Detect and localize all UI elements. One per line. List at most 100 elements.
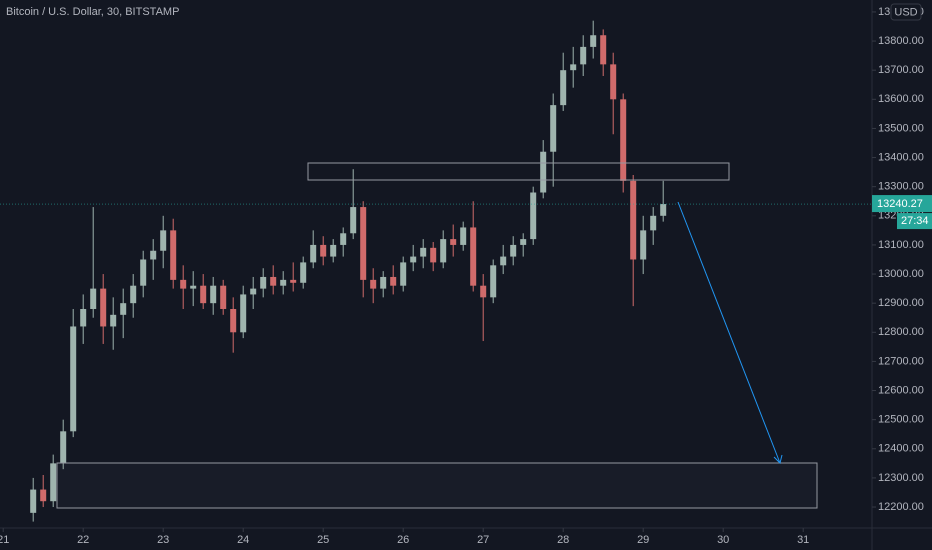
projection-arrow bbox=[677, 201, 781, 464]
candle-body bbox=[250, 288, 257, 295]
candle-body bbox=[130, 285, 137, 304]
candle-body bbox=[650, 215, 657, 231]
x-tick-label: 23 bbox=[157, 534, 169, 546]
candle-body bbox=[580, 46, 587, 65]
candle-body bbox=[640, 230, 647, 260]
x-tick-label: 24 bbox=[237, 534, 249, 546]
candle-body bbox=[590, 35, 597, 47]
countdown-tag bbox=[897, 213, 932, 230]
candle-body bbox=[540, 151, 547, 193]
support-zone bbox=[56, 462, 818, 509]
resistance-zone bbox=[307, 162, 730, 181]
candle-body bbox=[110, 314, 117, 327]
candle-body bbox=[230, 308, 237, 333]
y-tick-label: 13800.00 bbox=[878, 35, 924, 47]
candle-body bbox=[420, 247, 427, 257]
candle-body bbox=[210, 285, 217, 304]
candle-body bbox=[520, 239, 527, 245]
candle-body bbox=[560, 70, 567, 106]
candle-body bbox=[270, 276, 277, 286]
candle-body bbox=[180, 279, 187, 289]
candle-body bbox=[490, 265, 497, 298]
candle-body bbox=[60, 431, 67, 464]
candle-body bbox=[50, 463, 57, 502]
y-tick-label: 12800.00 bbox=[878, 326, 924, 338]
candle-body bbox=[550, 105, 557, 152]
candle-body bbox=[140, 259, 147, 286]
candle-body bbox=[450, 239, 457, 245]
candle-body bbox=[660, 204, 667, 216]
candle-body bbox=[160, 230, 167, 251]
y-tick-label: 13100.00 bbox=[878, 239, 924, 251]
candle-body bbox=[190, 285, 197, 289]
countdown-label: 27:34 bbox=[901, 215, 929, 227]
candle-body bbox=[460, 227, 467, 245]
candle-body bbox=[80, 308, 87, 327]
y-tick-label: 13700.00 bbox=[878, 64, 924, 76]
x-tick-label: 26 bbox=[397, 534, 409, 546]
candle-body bbox=[400, 262, 407, 286]
y-tick-label: 13600.00 bbox=[878, 93, 924, 105]
x-tick-label: 30 bbox=[717, 534, 729, 546]
plot bbox=[0, 20, 872, 522]
candle-body bbox=[620, 99, 627, 181]
y-tick-label: 12600.00 bbox=[878, 384, 924, 396]
candle-body bbox=[600, 35, 607, 65]
candle-body bbox=[290, 279, 297, 283]
y-tick-label: 13500.00 bbox=[878, 122, 924, 134]
y-tick-label: 13400.00 bbox=[878, 151, 924, 163]
candle-body bbox=[30, 489, 37, 513]
y-tick-label: 12900.00 bbox=[878, 297, 924, 309]
x-tick-label: 21 bbox=[0, 534, 9, 546]
y-tick-label: 12400.00 bbox=[878, 443, 924, 455]
x-tick-label: 25 bbox=[317, 534, 329, 546]
candle-body bbox=[610, 64, 617, 100]
candle-body bbox=[500, 256, 507, 266]
candle-body bbox=[40, 489, 47, 502]
candle-body bbox=[330, 244, 337, 257]
currency-label[interactable]: USD bbox=[894, 6, 917, 18]
candle-body bbox=[430, 247, 437, 263]
candle-body bbox=[170, 230, 177, 280]
candle-body bbox=[480, 285, 487, 298]
axes: 12200.00 12300.00 12400.00 12500.00 12600.00… bbox=[0, 6, 932, 546]
candle-body bbox=[200, 285, 207, 304]
candle-body bbox=[530, 192, 537, 240]
candle-body bbox=[280, 279, 287, 286]
candle-body bbox=[630, 180, 637, 260]
candle-body bbox=[570, 64, 577, 71]
y-tick-label: 13000.00 bbox=[878, 268, 924, 280]
candle-body bbox=[360, 207, 367, 280]
candle-body bbox=[320, 244, 327, 257]
candle-body bbox=[440, 239, 447, 263]
candle-body bbox=[220, 285, 227, 309]
candle-body bbox=[350, 207, 357, 234]
y-tick-label: 13300.00 bbox=[878, 181, 924, 193]
y-tick-label: 12700.00 bbox=[878, 355, 924, 367]
y-tick-label: 12300.00 bbox=[878, 472, 924, 484]
last-price-label: 13240.27 bbox=[877, 198, 923, 210]
candle-body bbox=[70, 326, 77, 432]
candle-body bbox=[510, 244, 517, 257]
candle-body bbox=[470, 227, 477, 286]
currency-button[interactable] bbox=[890, 3, 922, 21]
candle-body bbox=[150, 250, 157, 260]
x-tick-label: 31 bbox=[797, 534, 809, 546]
candle-body bbox=[410, 256, 417, 263]
candle-body bbox=[120, 303, 127, 315]
x-tick-label: 28 bbox=[557, 534, 569, 546]
x-tick-label: 27 bbox=[477, 534, 489, 546]
candle-body bbox=[380, 276, 387, 289]
candle-body bbox=[310, 244, 317, 263]
candle-body bbox=[90, 288, 97, 309]
candle-body bbox=[260, 276, 267, 289]
candle-body bbox=[340, 233, 347, 245]
candle-body bbox=[240, 294, 247, 333]
last-price-tag bbox=[872, 195, 932, 213]
x-tick-label: 22 bbox=[77, 534, 89, 546]
candle-body bbox=[370, 279, 377, 289]
y-tick-label: 12500.00 bbox=[878, 414, 924, 426]
x-tick-label: 29 bbox=[637, 534, 649, 546]
